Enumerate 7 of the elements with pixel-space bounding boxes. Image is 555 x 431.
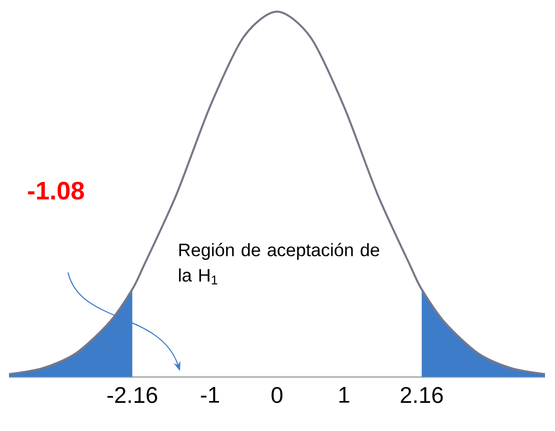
- x-tick-label: 1: [339, 387, 350, 403]
- x-tick-label: -1: [200, 387, 219, 403]
- x-tick-label: -2.16: [107, 387, 158, 404]
- x-tick-label: 2.16: [400, 387, 443, 404]
- x-tick-label: 0: [272, 387, 282, 404]
- annotation: -1.08: [28, 182, 84, 200]
- annotation: Región de aceptación de la H$_{1}$: [179, 242, 380, 284]
